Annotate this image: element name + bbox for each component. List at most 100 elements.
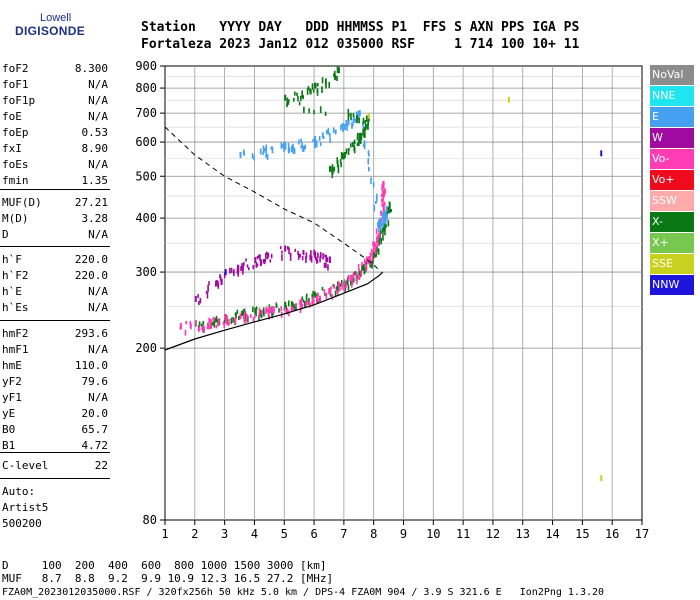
echo-mark (252, 306, 254, 313)
echo-mark (374, 201, 377, 205)
echo-mark (298, 139, 300, 145)
echo-point (179, 323, 182, 330)
echo-mark (336, 289, 338, 294)
echo-mark (317, 298, 320, 304)
echo-point (343, 124, 346, 131)
echo-mark (352, 271, 355, 279)
echo-mark (207, 284, 209, 289)
separator (0, 478, 110, 479)
echo-mark (256, 255, 259, 260)
param-name: fmin (2, 174, 29, 187)
param-name: M(D) (2, 212, 29, 225)
x-tick-label: 3 (221, 527, 228, 541)
echo-mark (302, 95, 305, 100)
echo-mark (345, 282, 347, 289)
echo-mark (325, 129, 328, 135)
echo-mark (234, 317, 237, 325)
echo-mark (218, 318, 220, 324)
echo-mark (369, 261, 371, 268)
echo-mark (384, 211, 387, 217)
echo-mark (302, 249, 305, 254)
echo-mark (262, 259, 265, 264)
legend-entry: Vo+ (650, 170, 694, 190)
echo-mark (202, 320, 205, 325)
auto-code: 500200 (2, 517, 42, 530)
echo-mark (347, 151, 350, 156)
echo-mark (301, 303, 304, 309)
echo-mark (385, 213, 388, 217)
echo-mark (223, 323, 226, 328)
echo-mark (350, 112, 352, 120)
echo-mark (352, 112, 355, 118)
echo-mark (370, 248, 373, 252)
echo-mark (370, 177, 372, 185)
echo-mark (345, 148, 348, 155)
echo-mark (237, 270, 240, 277)
x-tick-label: 1 (161, 527, 168, 541)
echo-mark (197, 294, 199, 299)
param-value: 65.7 (81, 423, 109, 436)
echo-mark (270, 146, 273, 150)
echo-point (349, 275, 352, 282)
y-tick-label: 600 (135, 135, 157, 149)
echo-mark (358, 267, 360, 272)
echo-mark (350, 143, 352, 148)
echo-mark (286, 307, 289, 315)
echo-mark (380, 222, 383, 227)
echo-mark (310, 255, 313, 263)
echo-mark (320, 254, 322, 258)
y-tick-label: 80 (143, 513, 157, 527)
echo-mark (292, 307, 295, 311)
echo-mark (298, 101, 301, 106)
echo-mark (287, 147, 290, 154)
echo-mark (384, 214, 387, 218)
echo-mark (308, 108, 310, 114)
echo-mark (382, 234, 384, 241)
echo-point (358, 110, 361, 117)
x-tick-label: 11 (456, 527, 470, 541)
echo-mark (321, 86, 323, 93)
echo-mark (361, 266, 364, 271)
echo-mark (322, 253, 324, 260)
echo-mark (348, 119, 350, 125)
echo-mark (340, 124, 342, 131)
echo-mark (325, 258, 327, 263)
echo-mark (287, 143, 290, 149)
echo-mark (240, 311, 243, 317)
echo-mark (184, 329, 187, 336)
y-tick-label: 200 (135, 341, 157, 355)
param-name: hmE (2, 359, 22, 372)
param-name: MUF(D) (2, 196, 42, 209)
echo-mark (325, 292, 328, 299)
echo-mark (265, 144, 268, 149)
echo-mark (240, 266, 242, 272)
echo-mark (213, 320, 216, 328)
echo-mark (265, 151, 267, 158)
echo-mark (356, 278, 358, 285)
echo-mark (380, 193, 383, 198)
echo-mark (384, 216, 387, 223)
param-name: hmF2 (2, 327, 29, 340)
echo-point (239, 151, 242, 158)
echo-mark (366, 256, 368, 262)
param-value: 27.21 (74, 196, 108, 209)
echo-mark (363, 258, 366, 264)
echo-mark (317, 292, 319, 297)
echo-mark (316, 295, 318, 301)
separator (0, 246, 110, 247)
echo-mark (371, 250, 374, 255)
echo-mark (350, 282, 353, 288)
echo-mark (206, 292, 209, 299)
param-value: 220.0 (74, 253, 108, 266)
auto-artist: Artist5 (2, 501, 49, 514)
header-values: Fortaleza 2023 Jan12 012 035000 RSF 1 71… (141, 37, 580, 52)
param-value: N/A (88, 343, 108, 356)
echo-mark (198, 321, 201, 327)
param-value: 79.6 (81, 375, 109, 388)
echo-mark (376, 246, 378, 252)
echo-mark (312, 89, 315, 93)
echo-mark (319, 256, 321, 263)
echo-mark (372, 250, 375, 258)
echo-point (358, 270, 361, 277)
footer-file-row: FZA0M_2023012035000.RSF / 320fx256h 50 k… (2, 587, 605, 598)
